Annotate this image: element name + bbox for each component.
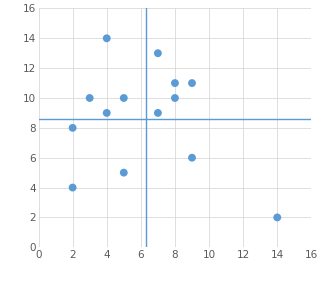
Point <box>121 96 126 100</box>
Point <box>104 36 109 40</box>
Point <box>275 215 280 220</box>
Point <box>155 111 160 115</box>
Point <box>87 96 92 100</box>
Point <box>189 81 195 85</box>
Point <box>70 126 75 130</box>
Point <box>121 170 126 175</box>
Point <box>104 111 109 115</box>
Point <box>155 51 160 55</box>
Point <box>172 81 178 85</box>
Point <box>172 96 178 100</box>
Point <box>70 185 75 190</box>
Point <box>189 155 195 160</box>
